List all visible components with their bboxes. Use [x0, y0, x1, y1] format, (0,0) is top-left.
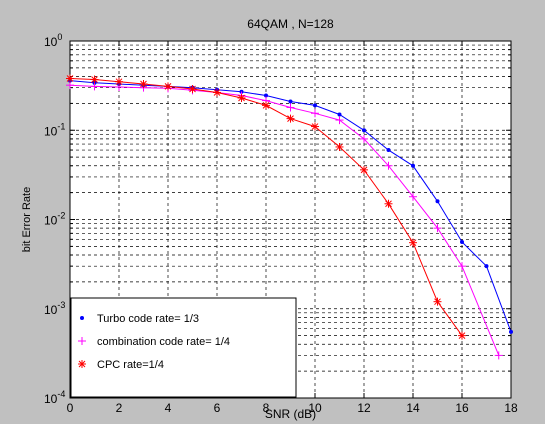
data-point [335, 116, 344, 125]
data-point [360, 165, 368, 174]
data-point [264, 93, 268, 98]
data-point [458, 262, 466, 271]
legend-item: CPC rate=1/4 [78, 359, 164, 371]
data-point [362, 128, 366, 133]
data-point [411, 163, 415, 168]
x-tick-label: 10 [308, 401, 322, 415]
data-point [78, 337, 86, 345]
legend-label: CPC rate=1/4 [97, 359, 164, 371]
x-tick-label: 4 [165, 401, 172, 415]
data-point [188, 84, 197, 93]
x-tick-label: 6 [214, 401, 221, 415]
data-point [433, 297, 442, 306]
data-point [288, 99, 293, 104]
series-2 [66, 74, 466, 340]
data-point [90, 82, 99, 91]
data-point [164, 82, 172, 91]
series-line [69, 84, 500, 356]
data-point [311, 109, 319, 118]
data-point [458, 331, 466, 340]
data-point [409, 192, 417, 201]
data-point [435, 199, 440, 204]
data-point [384, 199, 393, 208]
data-point [384, 161, 393, 170]
y-tick-labels: 100 10-1 10-2 10-3 10-4 [44, 32, 65, 406]
x-tick-label: 0 [67, 401, 74, 415]
legend-item: combination code rate= 1/4 [78, 336, 230, 348]
data-point [386, 148, 391, 153]
y-tick-label: 100 [44, 32, 62, 49]
data-point [460, 239, 464, 244]
x-tick-label: 12 [357, 401, 371, 415]
data-point [237, 93, 246, 102]
data-point [311, 122, 319, 131]
y-axis-label: bit Error Rate [21, 187, 33, 252]
x-tick-label: 16 [455, 401, 469, 415]
y-tick-label: 10-2 [44, 211, 65, 228]
data-point [66, 74, 74, 83]
x-tick-label: 2 [116, 401, 123, 415]
legend-label: combination code rate= 1/4 [97, 336, 230, 348]
data-point [494, 351, 503, 360]
x-tick-label: 14 [406, 401, 420, 415]
data-point [360, 134, 368, 143]
x-tick-labels: 0 2 4 6 8 10 12 14 16 18 [67, 401, 518, 415]
data-point [409, 238, 417, 247]
data-point [78, 360, 86, 368]
data-point [80, 316, 84, 320]
data-point [262, 101, 270, 110]
data-point [115, 77, 123, 86]
data-point [509, 329, 513, 334]
data-point [433, 224, 442, 233]
data-point [286, 114, 295, 123]
data-point [90, 75, 99, 84]
y-tick-label: 10-4 [44, 389, 65, 406]
grid [70, 41, 511, 398]
data-point [335, 142, 344, 151]
data-point [139, 79, 148, 88]
series [66, 74, 513, 360]
data-point [337, 112, 342, 117]
x-tick-label: 8 [263, 401, 270, 415]
y-tick-label: 10-1 [44, 121, 65, 138]
y-tick-label: 10-3 [44, 300, 65, 317]
x-axis-label: SNR (dB) [265, 407, 316, 421]
legend-item: Turbo code rate= 1/3 [80, 313, 199, 325]
data-point [286, 103, 295, 112]
legend-label: Turbo code rate= 1/3 [97, 313, 199, 325]
legend: Turbo code rate= 1/3 combination code rat… [70, 297, 297, 398]
data-point [484, 264, 489, 269]
legend-box [70, 297, 297, 398]
x-tick-label: 18 [504, 401, 518, 415]
data-point [213, 88, 221, 97]
data-point [313, 103, 317, 108]
chart-title: 64QAM , N=128 [247, 17, 334, 31]
